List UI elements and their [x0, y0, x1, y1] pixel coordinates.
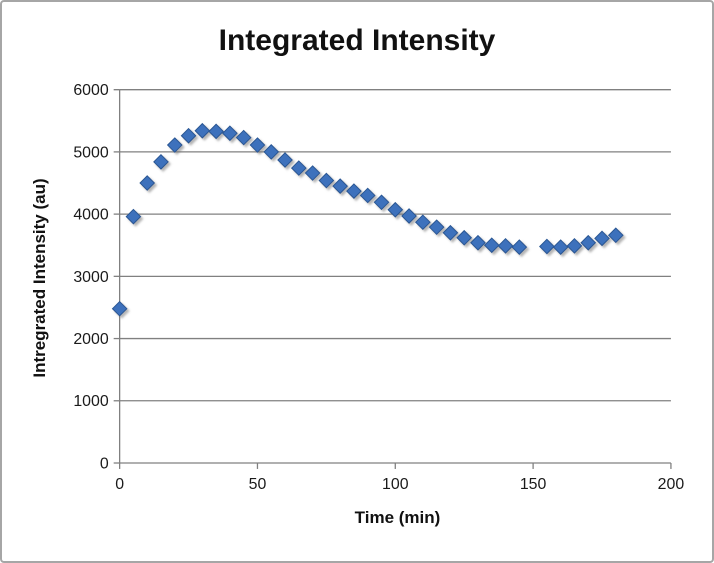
- data-point-marker: [580, 234, 597, 251]
- data-point-marker: [483, 237, 500, 254]
- data-point-marker: [235, 129, 252, 146]
- tick-labels: 0 1000 2000 3000 4000 5000 6000 0 50 100 150 200: [73, 82, 684, 493]
- axis-ticks: [113, 89, 672, 469]
- data-point-marker: [428, 219, 445, 236]
- x-tick-label: 0: [115, 476, 124, 493]
- data-point-marker: [387, 201, 404, 218]
- data-point-marker: [318, 172, 335, 189]
- y-tick-label: 6000: [73, 82, 109, 99]
- data-point-marker: [139, 175, 156, 191]
- data-point-marker: [401, 208, 417, 224]
- data-point-marker: [511, 239, 528, 255]
- y-tick-label: 0: [100, 455, 109, 472]
- data-series: [111, 122, 624, 317]
- x-tick-label: 200: [658, 476, 685, 493]
- data-point-marker: [304, 165, 321, 181]
- data-point-marker: [277, 152, 293, 168]
- data-point-marker: [222, 125, 238, 142]
- data-point-marker: [208, 123, 224, 140]
- data-point-marker: [263, 144, 280, 160]
- data-point-marker: [180, 127, 197, 144]
- gridlines: [119, 89, 671, 402]
- data-point-marker: [194, 122, 211, 139]
- x-axis-title: Time (min): [354, 508, 441, 527]
- data-point-marker: [359, 187, 376, 204]
- data-point-marker: [552, 239, 569, 255]
- data-point-marker: [442, 224, 459, 241]
- chart-title: Integrated Intensity: [218, 24, 496, 57]
- data-point-marker: [290, 160, 307, 176]
- data-point-marker: [594, 230, 610, 247]
- y-tick-label: 3000: [73, 269, 109, 286]
- data-point-marker: [470, 234, 486, 251]
- data-point-marker: [166, 137, 183, 153]
- data-point-marker: [456, 229, 473, 246]
- data-point-marker: [111, 300, 128, 317]
- y-tick-label: 1000: [73, 393, 109, 410]
- y-tick-label: 5000: [73, 144, 109, 161]
- data-point-marker: [125, 208, 142, 225]
- data-point-marker: [346, 183, 362, 199]
- data-point-marker: [539, 238, 555, 255]
- y-axis-title: Intregrated Intensity (au): [30, 178, 49, 378]
- y-tick-label: 4000: [73, 207, 109, 224]
- x-tick-label: 50: [249, 476, 267, 493]
- data-point-marker: [414, 214, 431, 231]
- y-tick-label: 2000: [73, 331, 109, 348]
- x-tick-label: 150: [520, 476, 547, 493]
- data-point-marker: [373, 194, 390, 211]
- data-point-marker: [566, 237, 583, 254]
- data-point-marker: [249, 137, 266, 153]
- x-tick-label: 100: [382, 476, 409, 493]
- data-point-marker: [607, 227, 624, 244]
- data-point-marker: [153, 153, 169, 170]
- data-point-marker: [332, 178, 349, 194]
- data-point-marker: [497, 237, 514, 254]
